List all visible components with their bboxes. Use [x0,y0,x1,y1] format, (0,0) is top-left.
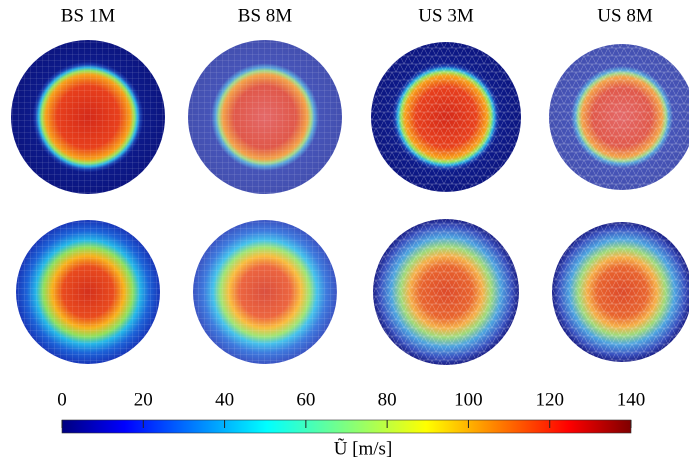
figure: BS 1M BS 8M US 3M US 8M Ũ [m/s] 0 20 40 60 8… [0,0,689,464]
column-title: BS 1M [61,5,115,26]
colorbar-tick-label: 80 [378,389,397,410]
mesh-overlay [371,42,521,192]
colorbar-tick-label: 40 [215,389,234,410]
field-plots [11,40,689,365]
mesh-overlay [16,220,160,364]
colorbar-tick-label: 60 [296,389,315,410]
colorbar-tick-label: 0 [57,389,67,410]
mesh-overlay [549,44,689,190]
mesh-overlay [188,40,342,194]
column-title: US 8M [597,5,653,26]
colorbar-label: Ũ [m/s] [334,437,393,459]
column-title: BS 8M [238,5,292,26]
colorbar-tick-label: 120 [535,389,564,410]
colorbar-tick-label: 20 [134,389,153,410]
mesh-overlay [193,220,337,364]
mesh-overlay [552,222,689,362]
colorbar [62,420,631,433]
mesh-overlay [11,40,165,194]
column-title: US 3M [418,5,474,26]
colorbar-tick-label: 140 [617,389,646,410]
colorbar-tick-label: 100 [454,389,483,410]
mesh-overlay [373,219,519,365]
